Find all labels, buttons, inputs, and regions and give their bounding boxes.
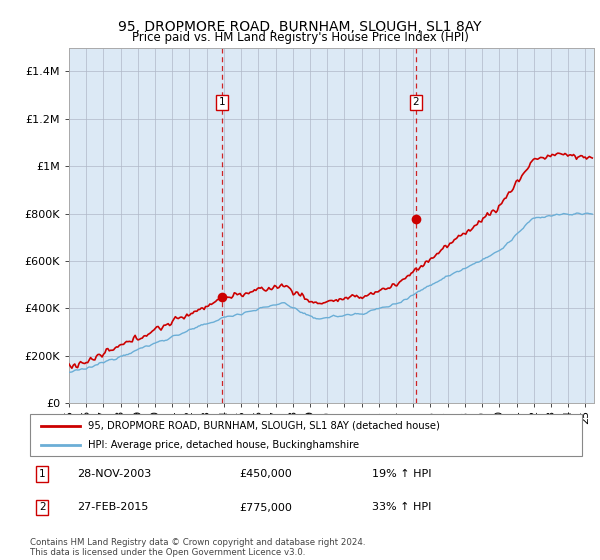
Text: 1: 1: [39, 469, 46, 479]
Text: 28-NOV-2003: 28-NOV-2003: [77, 469, 151, 479]
Text: HPI: Average price, detached house, Buckinghamshire: HPI: Average price, detached house, Buck…: [88, 440, 359, 450]
Text: 1: 1: [219, 97, 226, 107]
Text: 19% ↑ HPI: 19% ↑ HPI: [372, 469, 432, 479]
Text: 27-FEB-2015: 27-FEB-2015: [77, 502, 148, 512]
Text: 2: 2: [413, 97, 419, 107]
Text: 2: 2: [39, 502, 46, 512]
Text: Contains HM Land Registry data © Crown copyright and database right 2024.
This d: Contains HM Land Registry data © Crown c…: [30, 538, 365, 557]
Text: £775,000: £775,000: [240, 502, 293, 512]
Text: Price paid vs. HM Land Registry's House Price Index (HPI): Price paid vs. HM Land Registry's House …: [131, 31, 469, 44]
FancyBboxPatch shape: [30, 414, 582, 456]
Text: 95, DROPMORE ROAD, BURNHAM, SLOUGH, SL1 8AY (detached house): 95, DROPMORE ROAD, BURNHAM, SLOUGH, SL1 …: [88, 421, 440, 431]
Text: £450,000: £450,000: [240, 469, 293, 479]
Text: 33% ↑ HPI: 33% ↑ HPI: [372, 502, 431, 512]
Text: 95, DROPMORE ROAD, BURNHAM, SLOUGH, SL1 8AY: 95, DROPMORE ROAD, BURNHAM, SLOUGH, SL1 …: [118, 20, 482, 34]
